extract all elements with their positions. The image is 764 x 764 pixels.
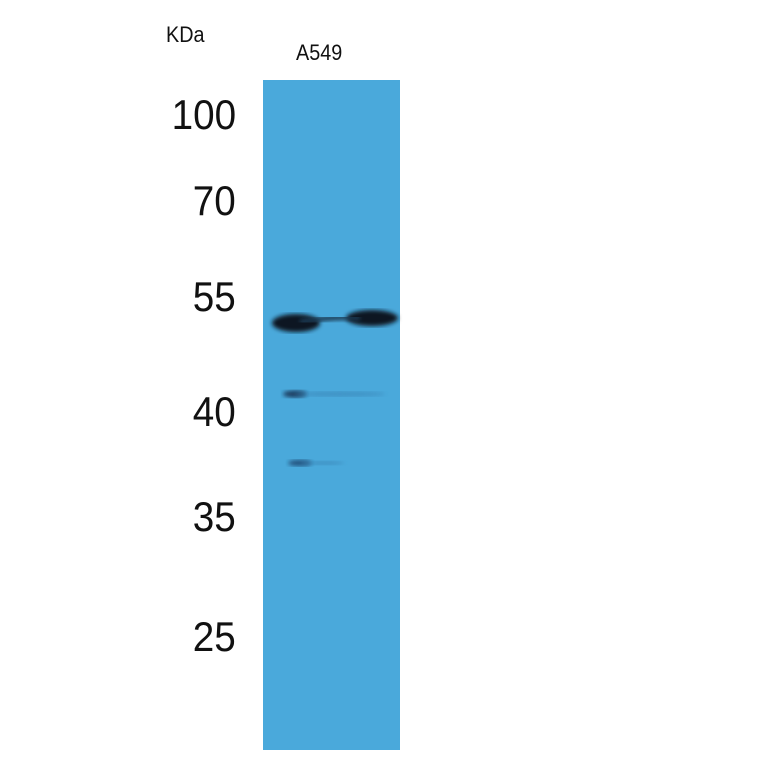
membrane-lane <box>263 80 400 750</box>
marker-55: 55 <box>193 273 236 320</box>
lane-label-a549: A549 <box>296 40 343 65</box>
band-minor-1 <box>283 390 385 398</box>
unit-label: KDa <box>166 22 205 47</box>
marker-25: 25 <box>193 613 236 660</box>
marker-35: 35 <box>193 493 236 540</box>
marker-70: 70 <box>193 177 236 224</box>
marker-100: 100 <box>171 91 236 138</box>
marker-40: 40 <box>193 388 236 435</box>
band-minor-2 <box>288 460 344 466</box>
band-main <box>272 310 398 332</box>
